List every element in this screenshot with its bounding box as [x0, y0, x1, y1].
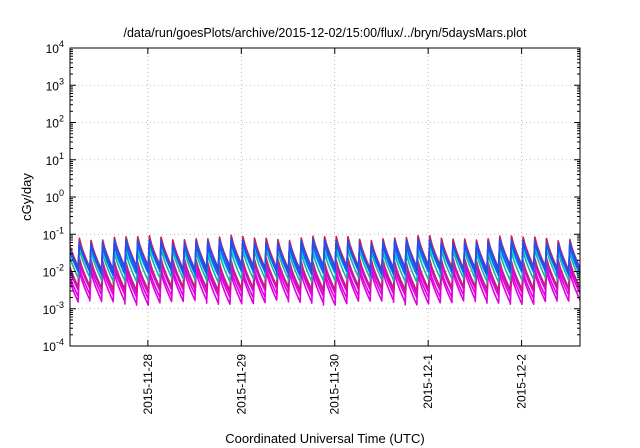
series-line — [70, 240, 580, 277]
x-tick-label: 2015-11-30 — [328, 354, 342, 415]
y-axis-label: cGy/day — [19, 173, 34, 221]
series-line — [70, 257, 580, 293]
y-tick-label: 10-2 — [43, 263, 64, 280]
chart-title: /data/run/goesPlots/archive/2015-12-02/1… — [123, 26, 527, 40]
y-tick-label: 103 — [46, 76, 64, 93]
series-line — [70, 237, 580, 273]
series-line — [70, 247, 580, 284]
x-tick-label: 2015-11-29 — [234, 354, 248, 415]
series-line — [70, 269, 580, 306]
y-tick-label: 10-1 — [43, 225, 64, 242]
y-tick-label: 104 — [46, 39, 64, 56]
y-tick-label: 10-4 — [43, 337, 64, 354]
x-tick-label: 2015-12-2 — [515, 354, 529, 409]
x-tick-label: 2015-12-1 — [421, 354, 435, 409]
y-tick-label: 101 — [46, 151, 64, 168]
y-tick-label: 102 — [46, 114, 64, 131]
x-tick-label: 2015-11-28 — [141, 354, 155, 415]
x-axis-label: Coordinated Universal Time (UTC) — [225, 431, 424, 446]
y-tick-label: 10-3 — [43, 300, 64, 317]
y-tick-label: 100 — [46, 188, 64, 205]
series-group — [70, 234, 580, 306]
series-line — [70, 260, 580, 295]
axis-ticks: 10-4 10-3 10-2 10-1 100 101 102 103 104 2015-11-2… — [43, 39, 580, 415]
